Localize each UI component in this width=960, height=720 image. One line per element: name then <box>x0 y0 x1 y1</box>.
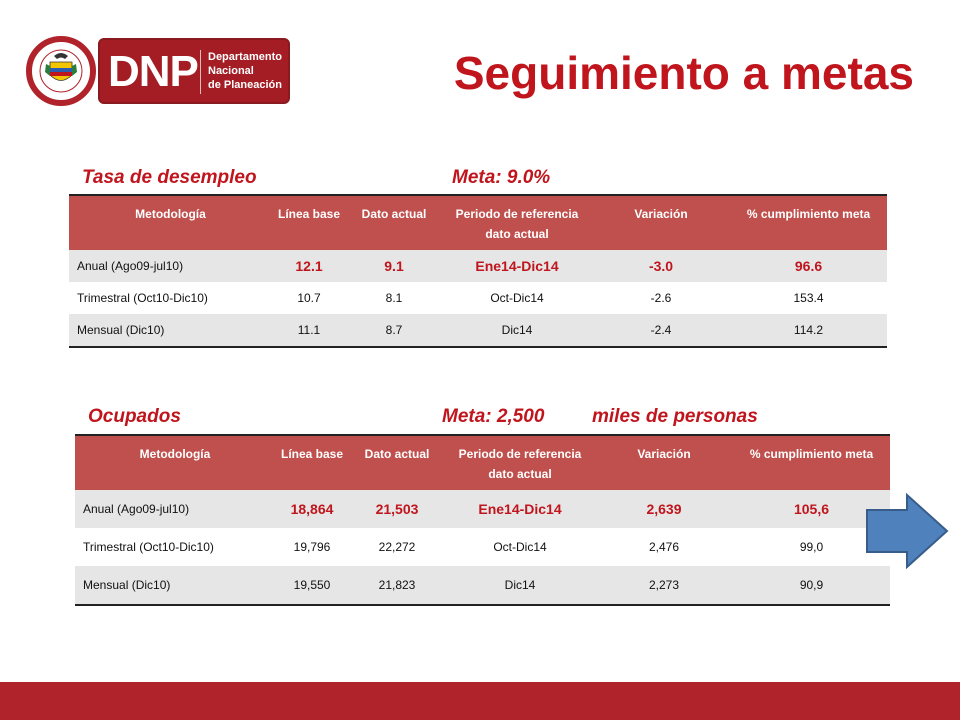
col-header-linea-base: Línea base <box>272 195 346 250</box>
cell: 9.1 <box>346 250 442 282</box>
slide-title: Seguimiento a metas <box>453 47 914 99</box>
table-row: Mensual (Dic10) 19,550 21,823 Dic14 2,27… <box>75 566 890 605</box>
cell: 18,864 <box>275 490 349 528</box>
section2-meta-unit: miles de personas <box>592 406 758 427</box>
dnp-logo: DNP Departamento Nacional de Planeación <box>26 36 292 108</box>
cell: Oct-Dic14 <box>442 282 592 314</box>
cell: 21,503 <box>349 490 445 528</box>
col-header-metodologia: Metodología <box>69 195 272 250</box>
table-row: Anual (Ago09-jul10) 12.1 9.1 Ene14-Dic14… <box>69 250 887 282</box>
cell: 19,550 <box>275 566 349 605</box>
dnp-name-line-1: Departamento <box>208 51 282 63</box>
col-header-cumplimiento: % cumplimiento meta <box>733 435 890 490</box>
cell: 96.6 <box>730 250 887 282</box>
coat-of-arms-icon <box>26 36 96 106</box>
table-ocupados: Metodología Línea base Dato actual Perio… <box>75 434 890 606</box>
cell: 22,272 <box>349 528 445 566</box>
cell: Anual (Ago09-jul10) <box>75 490 275 528</box>
cell: Dic14 <box>445 566 595 605</box>
col-header-periodo: Periodo de referencia dato actual <box>442 195 592 250</box>
section1-meta: Meta: 9.0% <box>452 167 551 188</box>
cell: Dic14 <box>442 314 592 347</box>
dnp-letters: DNP <box>108 47 199 96</box>
section2-label: Ocupados <box>88 406 181 427</box>
cell: 8.7 <box>346 314 442 347</box>
cell: Anual (Ago09-jul10) <box>69 250 272 282</box>
section2-meta: Meta: 2,500 <box>442 406 545 427</box>
col-header-linea-base: Línea base <box>275 435 349 490</box>
col-header-dato-actual: Dato actual <box>349 435 445 490</box>
cell: Ene14-Dic14 <box>442 250 592 282</box>
cell: 105,6 <box>733 490 890 528</box>
col-header-periodo: Periodo de referencia dato actual <box>445 435 595 490</box>
col-header-dato-actual: Dato actual <box>346 195 442 250</box>
table-row: Trimestral (Oct10-Dic10) 19,796 22,272 O… <box>75 528 890 566</box>
cell: Trimestral (Oct10-Dic10) <box>75 528 275 566</box>
cell: 2,639 <box>595 490 733 528</box>
cell: Trimestral (Oct10-Dic10) <box>69 282 272 314</box>
cell: Ene14-Dic14 <box>445 490 595 528</box>
cell: 2,273 <box>595 566 733 605</box>
dnp-brand-box: DNP Departamento Nacional de Planeación <box>98 38 290 104</box>
col-header-metodologia: Metodología <box>75 435 275 490</box>
cell: 21,823 <box>349 566 445 605</box>
dnp-name-line-2: Nacional <box>208 65 254 77</box>
footer-bar <box>0 682 960 720</box>
cell: 2,476 <box>595 528 733 566</box>
table-desempleo: Metodología Línea base Dato actual Perio… <box>69 194 887 348</box>
cell: 11.1 <box>272 314 346 347</box>
cell: 153.4 <box>730 282 887 314</box>
cell: 10.7 <box>272 282 346 314</box>
cell: -2.4 <box>592 314 730 347</box>
table-row: Anual (Ago09-jul10) 18,864 21,503 Ene14-… <box>75 490 890 528</box>
table-row: Mensual (Dic10) 11.1 8.7 Dic14 -2.4 114.… <box>69 314 887 347</box>
dnp-full-name: Departamento Nacional de Planeación <box>208 50 288 92</box>
col-header-cumplimiento: % cumplimiento meta <box>730 195 887 250</box>
col-header-variacion: Variación <box>595 435 733 490</box>
cell: 90,9 <box>733 566 890 605</box>
col-header-variacion: Variación <box>592 195 730 250</box>
arrow-right-icon[interactable] <box>865 492 951 575</box>
cell: -2.6 <box>592 282 730 314</box>
cell: 114.2 <box>730 314 887 347</box>
section1-label: Tasa de desempleo <box>82 167 257 188</box>
logo-divider <box>200 50 201 94</box>
cell: Oct-Dic14 <box>445 528 595 566</box>
table-header-row: Metodología Línea base Dato actual Perio… <box>69 195 887 250</box>
cell: 12.1 <box>272 250 346 282</box>
cell: Mensual (Dic10) <box>75 566 275 605</box>
cell: 19,796 <box>275 528 349 566</box>
dnp-name-line-3: de Planeación <box>208 79 282 91</box>
cell: -3.0 <box>592 250 730 282</box>
table-row: Trimestral (Oct10-Dic10) 10.7 8.1 Oct-Di… <box>69 282 887 314</box>
table-header-row: Metodología Línea base Dato actual Perio… <box>75 435 890 490</box>
cell: 8.1 <box>346 282 442 314</box>
cell: Mensual (Dic10) <box>69 314 272 347</box>
cell: 99,0 <box>733 528 890 566</box>
